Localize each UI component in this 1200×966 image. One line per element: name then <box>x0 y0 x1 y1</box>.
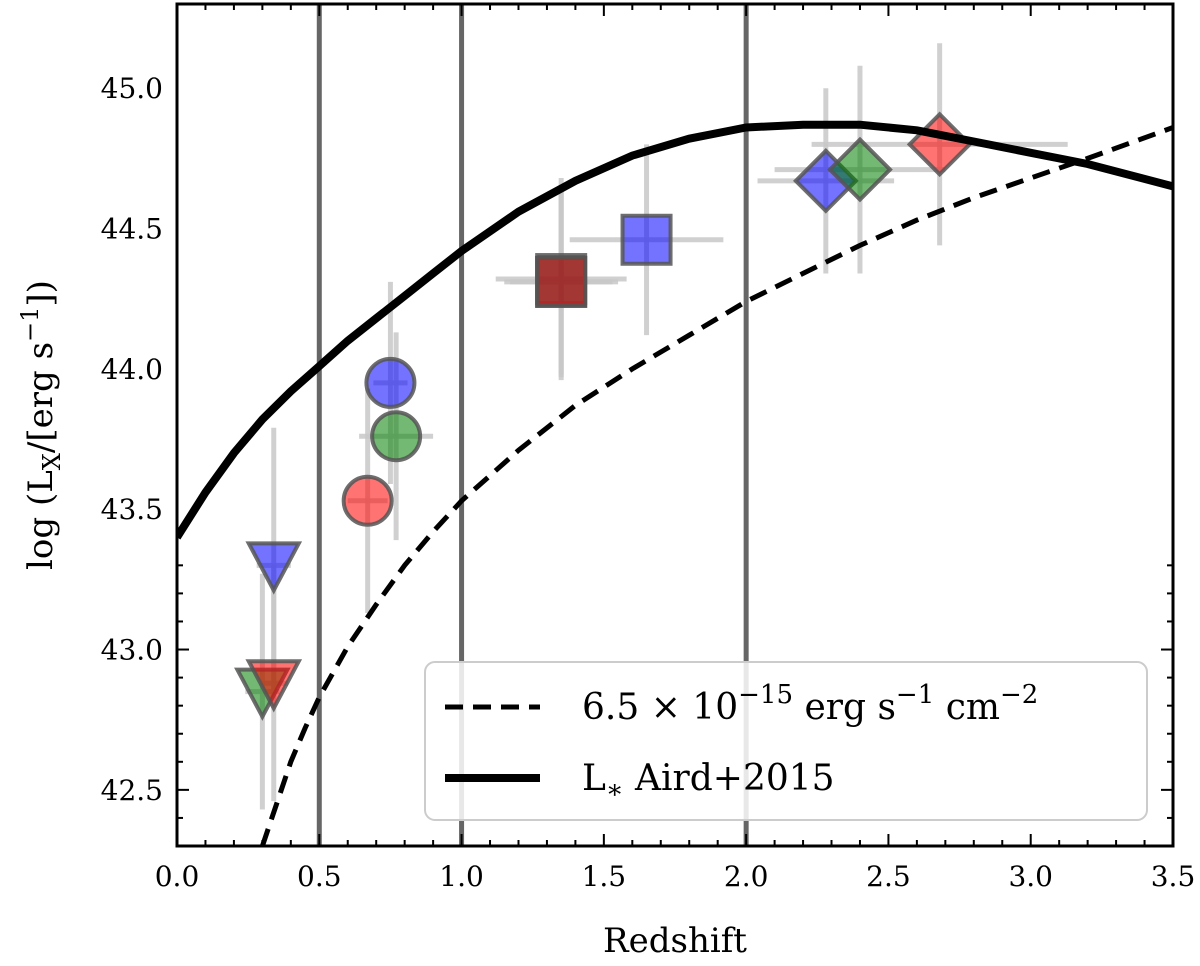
x-tick-label: 3.0 <box>1008 860 1053 893</box>
square-marker-blue <box>620 213 673 266</box>
square-marker-red <box>535 255 588 308</box>
y-tick-label: 45.0 <box>101 72 163 105</box>
circle-marker-red <box>341 474 394 527</box>
x-tick-label: 3.5 <box>1151 860 1196 893</box>
x-tick-label: 0.5 <box>297 860 342 893</box>
legend-label-lstar: L∗ Aird+2015 <box>582 758 835 805</box>
x-tick-label: 1.5 <box>582 860 627 893</box>
triangle-marker-red <box>245 659 303 713</box>
y-tick-label: 44.5 <box>101 213 163 246</box>
y-tick-label: 44.0 <box>101 353 163 386</box>
legend-box <box>424 661 1148 821</box>
tick-labels: 0.0 0.5 1.0 1.5 2.0 2.5 3.0 3.5 42.5 43.0 43.5 44.0… <box>101 72 1196 893</box>
y-tick-label: 43.0 <box>101 634 163 667</box>
y-axis-title: log (LX/[erg s−1]) <box>16 280 66 570</box>
y-tick-label: 42.5 <box>101 774 163 807</box>
flux_limit-curve <box>260 125 1173 846</box>
plot-frame <box>175 2 1175 848</box>
L_star_Aird2015-curve <box>177 120 1173 540</box>
diamond-marker-green <box>827 136 893 203</box>
x-tick-label: 2.0 <box>724 860 769 893</box>
triangle-marker-blue <box>245 541 303 595</box>
circle-marker-blue <box>364 356 417 409</box>
x-tick-label: 0.0 <box>155 860 200 893</box>
y-tick-label: 43.5 <box>101 493 163 526</box>
data-markers <box>234 111 973 721</box>
model-curves <box>177 120 1173 846</box>
legend-label-flux-limit: 6.5 × 10−15 erg s−1 cm−2 <box>582 680 1038 728</box>
legend: 6.5 × 10−15 erg s−1 cm−2 L∗ Aird+2015 <box>424 661 1148 821</box>
diamond-marker-red <box>906 111 973 178</box>
x-axis-title: Redshift <box>603 921 747 961</box>
axis-ticks <box>176 4 1174 847</box>
x-tick-label: 2.5 <box>866 860 911 893</box>
x-tick-label: 1.0 <box>439 860 484 893</box>
circle-marker-green <box>370 410 423 463</box>
